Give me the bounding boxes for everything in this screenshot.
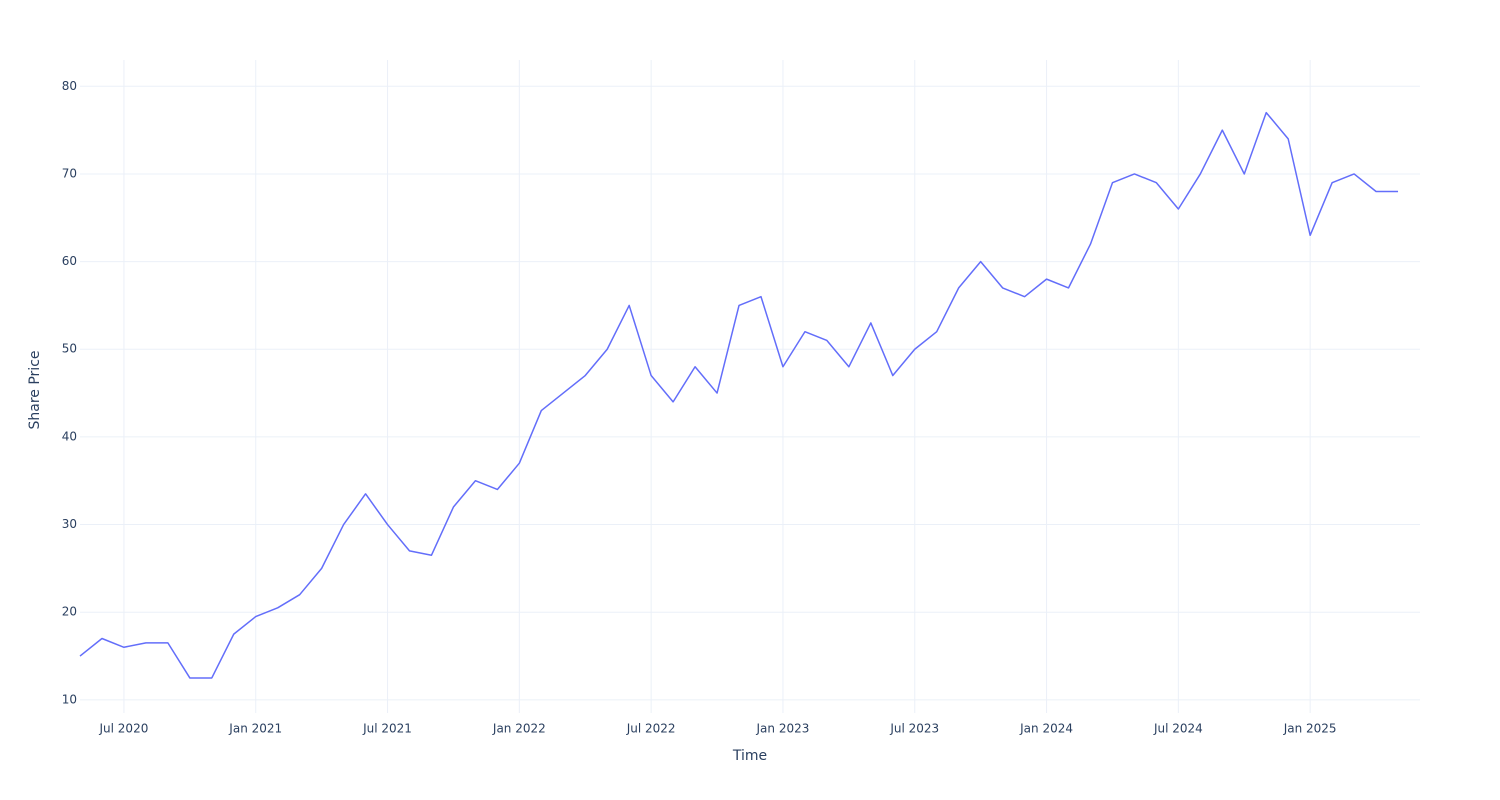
x-tick-label: Jul 2023 xyxy=(889,722,939,736)
y-tick-label: 50 xyxy=(62,342,77,356)
x-tick-label: Jan 2024 xyxy=(1019,722,1073,736)
x-tick-label: Jan 2022 xyxy=(492,722,546,736)
y-tick-label: 10 xyxy=(62,692,77,706)
line-series xyxy=(79,111,1399,679)
plot-area xyxy=(79,111,1399,679)
x-tick-label: Jul 2021 xyxy=(362,722,412,736)
x-tick-label: Jul 2024 xyxy=(1153,722,1203,736)
y-tick-label: 20 xyxy=(62,605,77,619)
y-axis-title: Share Price xyxy=(27,350,43,429)
x-axis-title: Time xyxy=(732,748,767,764)
y-tick-label: 70 xyxy=(62,166,77,180)
x-tick-label: Jan 2023 xyxy=(756,722,810,736)
grid xyxy=(80,60,1420,713)
x-tick-label: Jul 2020 xyxy=(99,722,149,736)
x-tick-label: Jan 2021 xyxy=(228,722,282,736)
y-tick-label: 60 xyxy=(62,254,77,268)
y-tick-label: 80 xyxy=(62,79,77,93)
x-tick-label: Jan 2025 xyxy=(1283,722,1337,736)
y-tick-label: 30 xyxy=(62,517,77,531)
x-tick-label: Jul 2022 xyxy=(626,722,676,736)
y-tick-label: 40 xyxy=(62,429,77,443)
